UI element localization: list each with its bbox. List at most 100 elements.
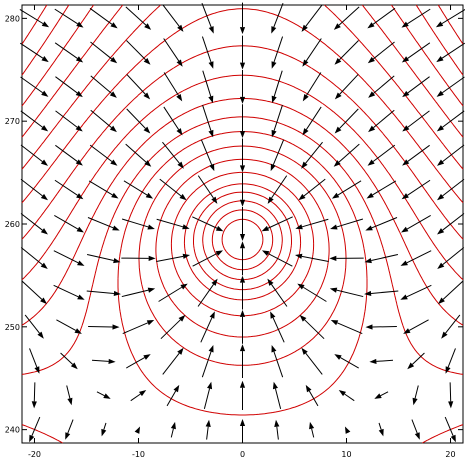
field-arrow (167, 391, 176, 406)
field-arrow-head (339, 390, 346, 396)
field-arrow-head (147, 320, 154, 325)
field-arrow (203, 105, 211, 131)
field-arrow (157, 219, 183, 227)
field-arrow-head (367, 193, 374, 199)
field-arrow-head (77, 260, 84, 265)
field-arrow (408, 111, 430, 127)
field-arrow (376, 360, 393, 361)
field-arrow-head (110, 22, 117, 28)
field-arrow-head (365, 324, 372, 329)
field-arrow-head (41, 56, 48, 62)
field-arrow (91, 76, 112, 94)
field-arrow-head (401, 227, 408, 233)
field-arrow-head (112, 324, 119, 329)
field-arrow (67, 386, 70, 399)
field-arrow-head (171, 422, 176, 429)
field-arrow (156, 256, 183, 261)
field-arrow (131, 394, 141, 401)
field-arrow-head (274, 420, 279, 427)
field-arrow-head (240, 241, 245, 248)
field-arrow-head (273, 382, 278, 389)
field-arrow-head (103, 393, 110, 399)
field-arrow-head (149, 256, 156, 261)
field-arrow-head (309, 422, 314, 429)
field-arrow (340, 74, 358, 94)
x-tick-label: -10 (132, 450, 145, 459)
field-arrow-head (240, 131, 245, 138)
x-tick-label: 20 (445, 450, 455, 459)
field-arrow (126, 41, 145, 60)
field-arrow-head (240, 381, 245, 388)
field-arrow (127, 74, 145, 94)
field-arrow (207, 427, 209, 440)
field-arrow-head (271, 164, 276, 171)
field-arrow-head (448, 401, 453, 408)
field-arrow (164, 72, 178, 95)
field-arrow-head (37, 332, 43, 339)
field-arrow-head (301, 348, 307, 355)
y-tick-label: 280 (5, 14, 20, 23)
field-arrow-head (41, 160, 48, 166)
field-arrow (30, 348, 37, 367)
field-arrow (274, 352, 283, 378)
field-arrow-head (147, 224, 154, 229)
field-arrow-head (368, 159, 375, 165)
field-arrow (203, 71, 211, 97)
field-arrow-head (415, 432, 420, 439)
field-arrow (34, 382, 35, 401)
field-arrow (88, 217, 113, 227)
field-arrow-head (176, 128, 182, 135)
field-arrow-head (240, 200, 245, 207)
field-arrow-head (210, 311, 215, 318)
field-arrow-head (41, 194, 48, 200)
field-arrow-head (330, 288, 337, 293)
field-arrow-head (413, 398, 418, 405)
field-arrow-head (306, 385, 312, 392)
field-arrow-head (77, 227, 84, 233)
y-tick-label: 240 (5, 426, 20, 435)
field-arrow (202, 352, 211, 378)
field-arrow-head (112, 225, 119, 230)
field-arrow (164, 39, 179, 61)
field-arrow-head (176, 94, 182, 101)
field-arrow-head (437, 228, 444, 234)
field-arrow (275, 389, 280, 409)
field-arrow-head (270, 311, 275, 318)
field-arrow-head (437, 125, 444, 131)
field-arrow-head (240, 27, 245, 34)
field-arrow-head (177, 348, 183, 355)
field-arrow (373, 8, 395, 24)
field-arrow (20, 43, 43, 58)
field-arrow (54, 285, 79, 297)
field-arrow-head (374, 393, 381, 399)
field-arrow-head (143, 354, 150, 360)
field-arrow-head (401, 22, 408, 28)
y-tick-label: 250 (5, 323, 20, 332)
field-arrow-head (207, 382, 212, 389)
field-arrow-head (240, 97, 245, 104)
field-arrow-head (369, 359, 376, 364)
field-arrow-head (101, 429, 106, 436)
field-arrow (162, 142, 179, 163)
field-arrow (271, 284, 287, 306)
field-arrow-head (110, 159, 117, 165)
field-arrow-head (114, 291, 121, 296)
field-arrow-head (437, 91, 444, 97)
field-arrow (22, 281, 42, 299)
field-arrow (87, 254, 114, 260)
field-arrow-head (240, 344, 245, 351)
field-arrow-head (146, 193, 153, 199)
field-arrow-head (240, 310, 245, 317)
field-arrow-head (271, 345, 276, 352)
field-arrow-head (332, 193, 339, 199)
field-arrow-head (334, 354, 341, 360)
field-arrow-head (67, 398, 72, 405)
field-arrow (32, 417, 40, 436)
field-arrow (123, 323, 148, 334)
field-arrow (306, 39, 321, 61)
field-arrow (193, 254, 217, 267)
field-arrow-head (379, 429, 384, 436)
field-arrow (274, 71, 282, 97)
field-arrow (442, 43, 465, 58)
field-arrow-head (209, 164, 214, 171)
